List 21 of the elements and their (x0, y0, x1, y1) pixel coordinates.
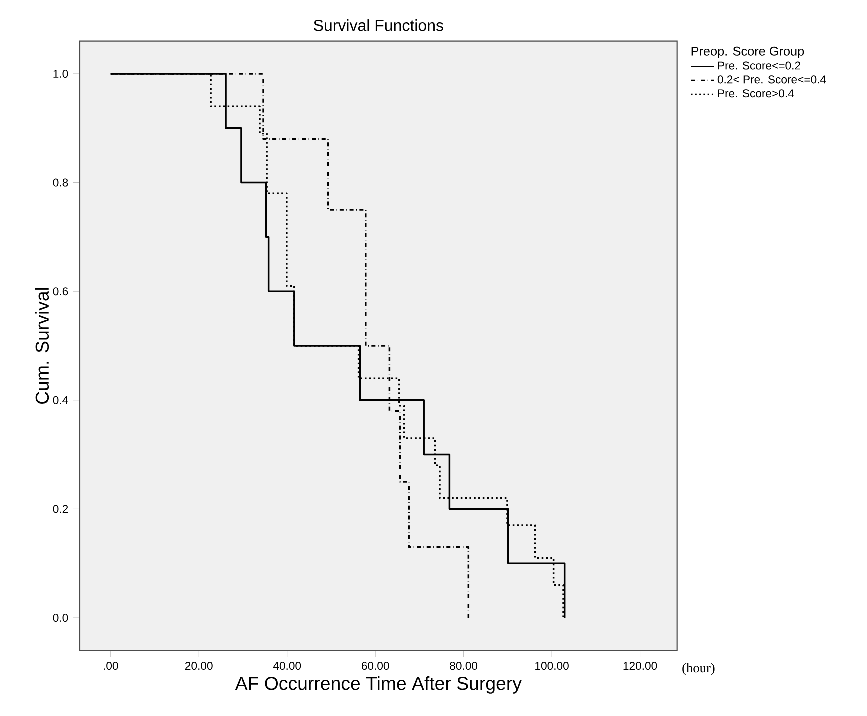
x-tick-label: .00 (104, 662, 118, 670)
x-tick-label: 60.00 (362, 662, 390, 670)
chart-title: Survival Functions (314, 20, 444, 32)
x-tick-label: 120.00 (624, 662, 658, 670)
y-tick-label: 0.4 (53, 396, 68, 404)
y-tick-label: 0.6 (53, 288, 68, 296)
y-tick-label: 0.2 (53, 505, 68, 514)
x-tick-label: 100.00 (536, 662, 569, 670)
text: (hour) (682, 663, 715, 676)
legend-label: Pre. Score<=0.2 (718, 62, 800, 70)
y-tick-label: 1.0 (54, 70, 68, 78)
legend-title: Preop. Score Group (692, 46, 804, 58)
legend-label: Pre. Score>0.4 (718, 90, 794, 98)
x-tick-label: 40.00 (273, 662, 302, 670)
y-tick-label: 0.0 (53, 614, 68, 622)
y-tick-label: 0.8 (53, 178, 68, 187)
y-axis-title: Cum. Survival (35, 288, 50, 404)
x-axis-title: AF Occurrence Time After Surgery (235, 676, 522, 694)
legend-label: 0.2< Pre. Score<=0.4 (718, 76, 826, 84)
x-tick-label: 20.00 (186, 662, 213, 670)
x-tick-label: 80.00 (450, 662, 478, 670)
